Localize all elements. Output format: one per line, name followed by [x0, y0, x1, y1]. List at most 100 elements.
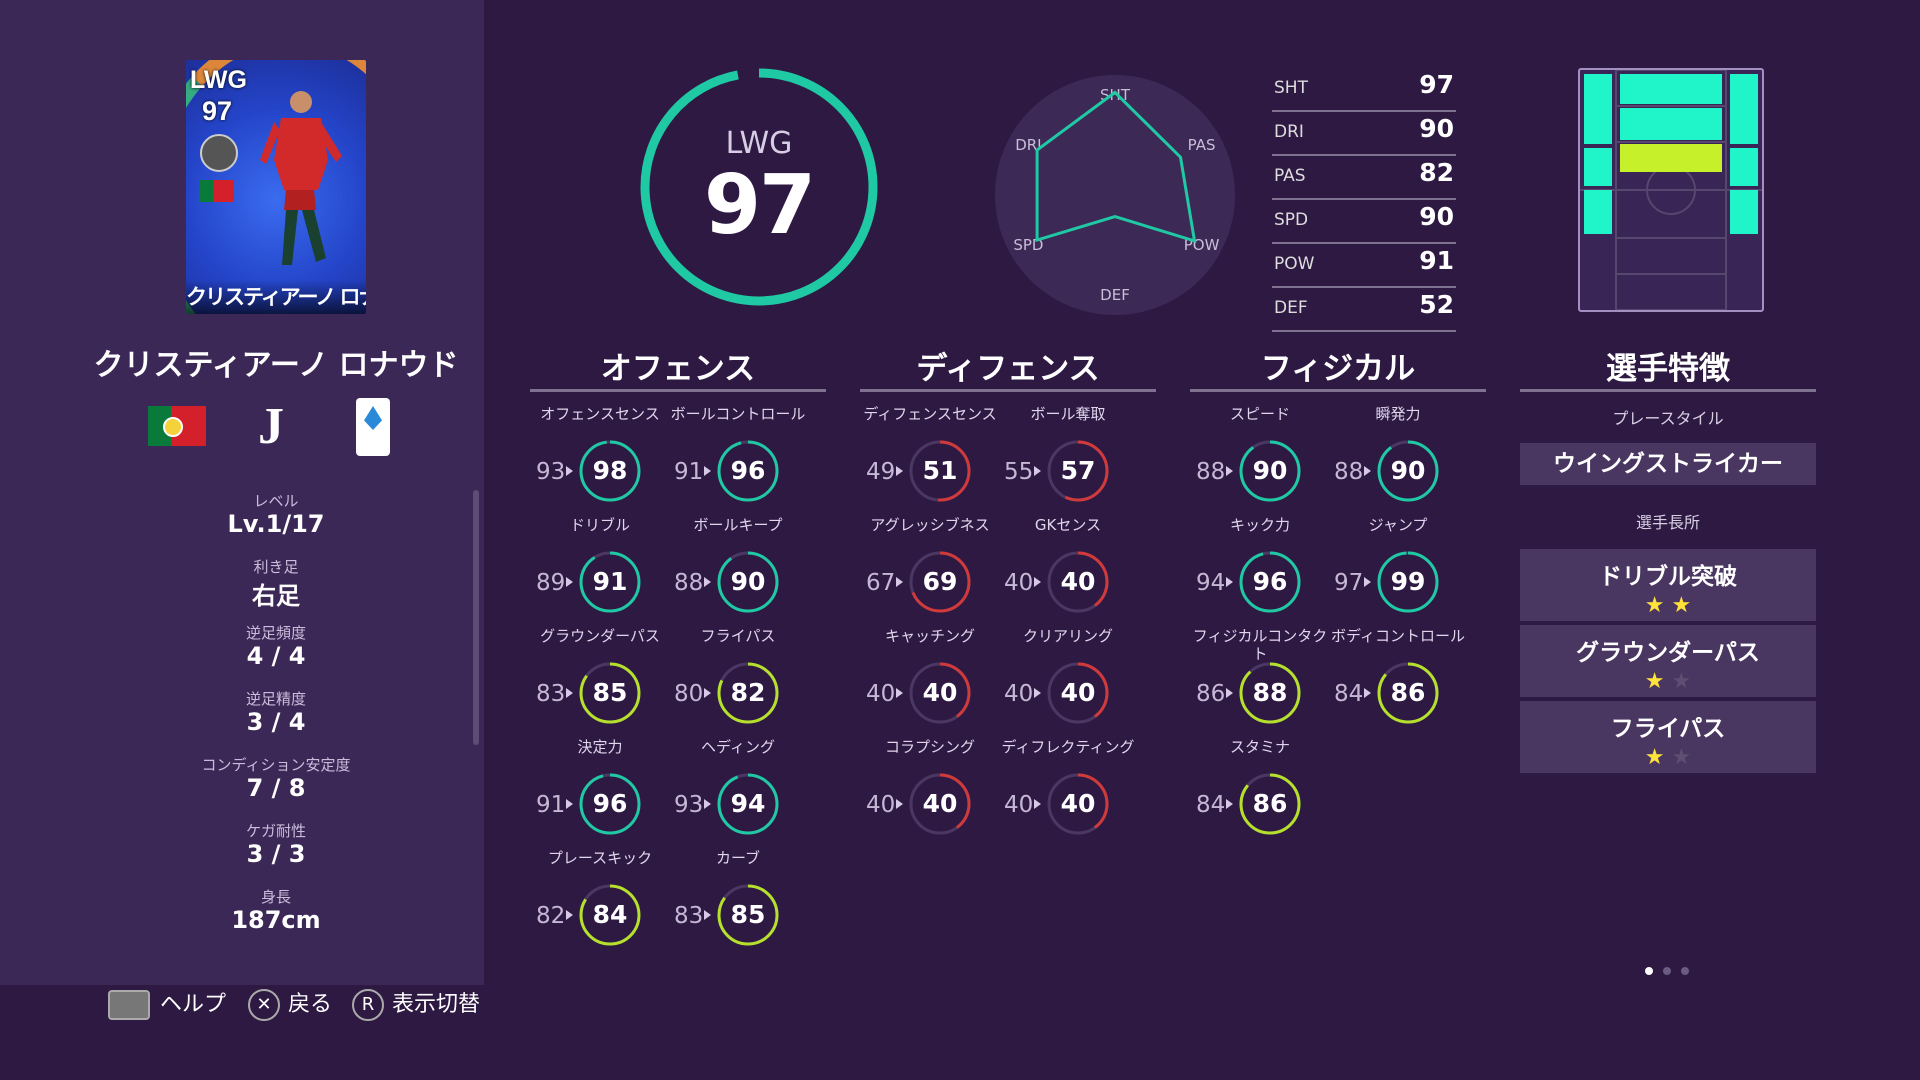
help-button[interactable]: ヘルプ: [108, 988, 226, 1022]
skill-stat: GKセンス 40 40: [998, 516, 1138, 613]
skill-stat: ドリブル 89 91: [530, 516, 670, 613]
skill-stat: プレースキック 82 84: [530, 849, 670, 946]
info-label: 逆足精度: [245, 690, 306, 708]
skill-stat: ボールコントロール 91 96: [668, 405, 808, 502]
serie-a-logo-icon: [356, 398, 390, 456]
info-foot: 利き足 右足: [0, 556, 552, 622]
skill-stat-ring: [579, 440, 641, 502]
skill-stat-ring-fill: [717, 440, 779, 502]
stat-key: DRI: [1274, 122, 1304, 142]
skill-name: グラウンダーパス: [1576, 640, 1760, 666]
skill-stat-current: 85: [730, 900, 766, 929]
skill-stat-label: グラウンダーパス: [540, 627, 660, 645]
info-scrollbar[interactable]: [473, 490, 479, 745]
skill-stat-ring-fill: [717, 662, 779, 724]
skill-stat-ring-fill: [717, 551, 779, 613]
info-value: 187cm: [231, 906, 321, 934]
arrow-right-icon: [896, 799, 903, 809]
skill-stat: コラプシング 40 40: [860, 738, 1000, 835]
skill-stat-ring-fill: [1239, 440, 1301, 502]
radar-axis-label: DRI: [1015, 136, 1041, 154]
skill-item: グラウンダーパス ★ ★: [1520, 625, 1816, 697]
toggle-view-button[interactable]: R 表示切替: [352, 988, 480, 1022]
section-physical: フィジカル: [1190, 343, 1486, 392]
skill-stat-ring-fill: [579, 773, 641, 835]
skill-list: ドリブル突破 ★ ★ グラウンダーパス ★ ★ フライパス ★ ★: [1520, 549, 1816, 773]
skill-stat: カーブ 83 85: [668, 849, 808, 946]
skill-stat-previous: 40: [1004, 792, 1034, 818]
skill-stat-ring: [1377, 551, 1439, 613]
skill-stat-current: 99: [1390, 567, 1426, 596]
skill-stat-ring-fill: [1239, 662, 1301, 724]
position-highlight-cells: [1584, 74, 1758, 234]
skill-stat-previous: 88: [674, 570, 704, 596]
skill-stat-label: スタミナ: [1229, 738, 1290, 756]
skill-stat-current: 57: [1060, 456, 1096, 485]
skill-stat-ring-fill: [909, 551, 971, 613]
radar-axis-label: PAS: [1188, 136, 1216, 154]
arrow-right-icon: [566, 910, 573, 920]
skill-stat-previous: 88: [1196, 459, 1226, 485]
skill-stat-label: フライパス: [700, 627, 776, 645]
skill-stat-current: 85: [592, 678, 628, 707]
skill-stat-previous: 86: [1196, 681, 1226, 707]
r-button-icon: R: [352, 989, 384, 1021]
skill-stat-current: 40: [1060, 789, 1096, 818]
skill-stat-ring: [1239, 551, 1301, 613]
skill-stat: クリアリング 40 40: [998, 627, 1138, 724]
back-button[interactable]: ✕ 戻る: [248, 988, 332, 1022]
juventus-logo-icon: J: [258, 398, 284, 455]
skill-stat-ring-fill: [1047, 440, 1109, 502]
page-dot: [1663, 967, 1671, 975]
skill-stat-previous: 40: [1004, 681, 1034, 707]
skill-stat-ring-fill: [1377, 551, 1439, 613]
skill-stat-previous: 55: [1004, 459, 1034, 485]
skills-label: 選手長所: [1635, 513, 1700, 532]
radar-background: [995, 75, 1235, 315]
skill-stat: ボディコントロール 84 86: [1328, 627, 1468, 724]
playstyle-label: プレースタイル: [1612, 409, 1724, 428]
skill-stat-current: 90: [730, 567, 766, 596]
skill-stat: 瞬発力 88 90: [1328, 405, 1468, 502]
skill-stat-current: 98: [592, 456, 628, 485]
skill-stat-ring: [579, 662, 641, 724]
skill-stat-previous: 94: [1196, 570, 1226, 596]
stat-key: PAS: [1274, 166, 1306, 186]
stat-key: DEF: [1274, 298, 1308, 318]
info-height: 身長 187cm: [0, 886, 552, 952]
info-weak-foot-usage: 逆足頻度 4 / 4: [0, 622, 552, 688]
skill-stat: ジャンプ 97 99: [1328, 516, 1468, 613]
skill-stat: オフェンスセンス 93 98: [530, 405, 670, 502]
info-value: 7 / 8: [246, 774, 306, 802]
page-dot: [1681, 967, 1689, 975]
page-indicator: [1640, 960, 1694, 979]
skill-stat-label: カーブ: [715, 849, 761, 867]
arrow-right-icon: [566, 577, 573, 587]
card-featured-badge-icon: [200, 134, 238, 172]
stat-summary-table: SHT 97 DRI 90 PAS 82 SPD 90 POW 91 DEF 52: [1272, 68, 1456, 332]
stat-value: 52: [1419, 290, 1454, 319]
skill-stat-label: アグレッシブネス: [870, 516, 990, 534]
skill-stat-current: 91: [592, 567, 628, 596]
skill-stat-current: 69: [922, 567, 958, 596]
toggle-view-label: 表示切替: [392, 992, 481, 1017]
arrow-right-icon: [1364, 577, 1371, 587]
skill-stat-previous: 49: [866, 459, 896, 485]
info-value: 右足: [252, 582, 300, 610]
overall-rating: 97: [703, 158, 816, 253]
playstyle-value: ウイングストライカー: [1520, 443, 1816, 485]
stat-key: SHT: [1274, 78, 1308, 98]
skill-stat-previous: 84: [1334, 681, 1364, 707]
skill-stat-previous: 40: [866, 681, 896, 707]
arrow-right-icon: [1034, 688, 1041, 698]
skill-stat: ディフェンスセンス 49 51: [860, 405, 1000, 502]
skill-stat-label: GKセンス: [1034, 516, 1102, 534]
skill-stat-previous: 89: [536, 570, 566, 596]
skill-stat-current: 94: [730, 789, 766, 818]
stat-row-sht: SHT 97: [1272, 68, 1456, 112]
overall-position: LWG: [725, 126, 793, 161]
portugal-flag-icon: [148, 406, 206, 446]
skill-stat-previous: 82: [536, 903, 566, 929]
skill-stat-ring-fill: [909, 662, 971, 724]
card-player-name: クリスティアーノ ロナウド: [186, 280, 366, 314]
